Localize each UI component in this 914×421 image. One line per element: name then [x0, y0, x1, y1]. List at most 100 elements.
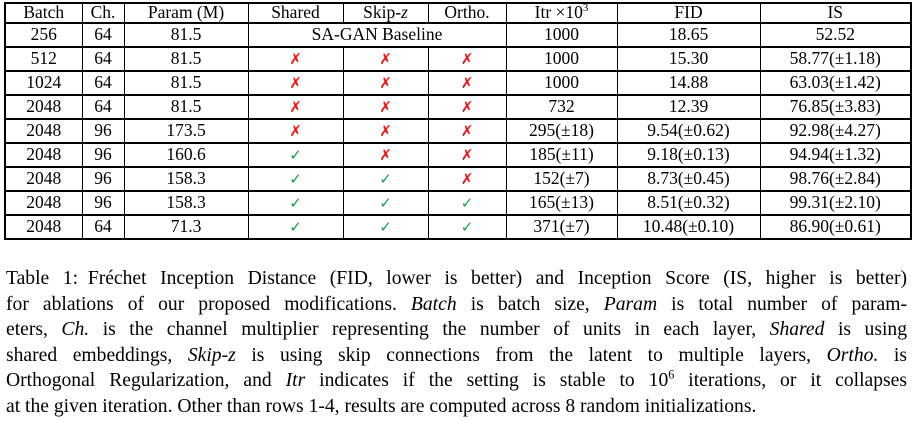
- cell-is: 99.31(±2.10): [759, 189, 912, 216]
- caption-line: Orthogonal Regularization, and Itr indic…: [6, 368, 907, 394]
- caption-line: for ablations of our proposed modificati…: [6, 292, 907, 318]
- cell-fid: 18.65: [616, 21, 761, 48]
- caption-line: Table 1: Fréchet Inception Distance (FID…: [6, 266, 907, 292]
- text-segment: is the channel multiplier representing t…: [89, 319, 770, 341]
- cell-channels: 64: [81, 93, 125, 120]
- italic-term: Param: [603, 293, 658, 315]
- cell-itr: 152(±7): [505, 165, 618, 192]
- cell-param-m: 81.5: [123, 69, 249, 96]
- cell-shared: ✓: [247, 189, 344, 216]
- table-caption: Table 1: Fréchet Inception Distance (FID…: [6, 266, 907, 420]
- check-icon: ✓: [379, 194, 392, 213]
- cell-param-m: 158.3: [123, 165, 249, 192]
- check-icon: ✓: [379, 218, 392, 237]
- text-segment: IS: [827, 3, 844, 22]
- caption-line: at the given iteration. Other than rows …: [6, 394, 907, 420]
- cell-skip-z: ✓: [342, 165, 429, 192]
- text-segment: Itr ×10: [534, 3, 583, 22]
- text-segment: Orthogonal Regularization, and: [6, 370, 286, 392]
- cross-icon: ✗: [289, 49, 302, 68]
- text-segment: Ortho.: [444, 3, 490, 22]
- cell-batch: 2048: [4, 189, 83, 216]
- check-icon: ✓: [460, 194, 474, 213]
- cell-fid: 8.51(±0.32): [616, 189, 761, 216]
- table-row: 2048 64 71.3 ✓ ✓ ✓ 371(±7) 10.48(±0.10) 86.90(±0…: [4, 213, 912, 241]
- cell-skip-z: ✗: [342, 117, 429, 144]
- cell-fid: 15.30: [616, 45, 761, 72]
- cell-skip-z: ✓: [342, 213, 429, 241]
- cell-is: 58.77(±1.18): [759, 45, 912, 72]
- column-header-skip-z: Skip-z: [342, 2, 429, 24]
- cell-batch: 2048: [4, 141, 83, 168]
- cell-itr: 165(±13): [505, 189, 618, 216]
- cell-shared: ✓: [247, 213, 344, 241]
- cross-icon: ✗: [379, 49, 392, 68]
- cell-shared: ✓: [247, 141, 344, 168]
- cell-ortho: ✗: [427, 93, 507, 120]
- table-row: 2048 96 158.3 ✓ ✓ ✗ 152(±7) 8.73(±0.45) 98.76(±2…: [4, 165, 912, 192]
- italic-term: Skip-z: [187, 344, 236, 366]
- baseline-cell: SA-GAN Baseline: [247, 21, 507, 48]
- cell-is: 94.94(±1.32): [759, 141, 912, 168]
- cell-itr: 371(±7): [505, 213, 618, 241]
- column-header-itr: Itr ×103: [505, 2, 618, 24]
- check-icon: ✓: [289, 218, 302, 237]
- cell-shared: ✗: [247, 93, 344, 120]
- cross-icon: ✗: [460, 121, 474, 140]
- cross-icon: ✗: [289, 121, 302, 140]
- cell-param-m: 160.6: [123, 141, 249, 168]
- text-segment: shared embeddings,: [6, 344, 188, 366]
- cell-is: 98.76(±2.84): [759, 165, 912, 192]
- column-header-is: IS: [759, 2, 912, 24]
- table-row: 256 64 81.5 SA-GAN Baseline 1000 18.65 52.52: [4, 21, 912, 48]
- cell-skip-z: ✗: [342, 141, 429, 168]
- table-row: 1024 64 81.5 ✗ ✗ ✗ 1000 14.88 63.03(±1.42): [4, 69, 912, 96]
- cross-icon: ✗: [460, 170, 474, 189]
- cell-param-m: 81.5: [123, 21, 249, 48]
- text-segment: Skip-: [363, 3, 402, 22]
- cell-is: 92.98(±4.27): [759, 117, 912, 144]
- column-header-shared: Shared: [247, 2, 344, 24]
- cell-fid: 12.39: [616, 93, 761, 120]
- caption-line: shared embeddings, Skip-z is using skip …: [6, 343, 907, 369]
- text-segment: FID: [674, 3, 703, 22]
- cell-fid: 14.88: [616, 69, 761, 96]
- column-header-ortho: Ortho.: [427, 2, 507, 24]
- cell-ortho: ✓: [427, 189, 507, 216]
- header-row: Batch Ch. Param (M) Shared Skip-z Ortho. Itr ×…: [4, 2, 912, 24]
- cell-skip-z: ✗: [342, 93, 429, 120]
- cross-icon: ✗: [289, 97, 302, 116]
- check-icon: ✓: [289, 170, 302, 189]
- italic-term: Ortho.: [826, 344, 879, 366]
- superscript: 6: [668, 367, 675, 382]
- cell-itr: 732: [505, 93, 618, 120]
- cell-batch: 256: [4, 21, 83, 48]
- text-segment: Shared: [271, 3, 320, 22]
- cell-channels: 64: [81, 45, 125, 72]
- cell-fid: 9.54(±0.62): [616, 117, 761, 144]
- cell-channels: 96: [81, 165, 125, 192]
- cross-icon: ✗: [289, 73, 302, 92]
- cell-itr: 1000: [505, 21, 618, 48]
- text-segment: is using: [824, 319, 908, 341]
- cell-fid: 9.18(±0.13): [616, 141, 761, 168]
- column-header-param-m: Param (M): [123, 2, 249, 24]
- cell-shared: ✗: [247, 117, 344, 144]
- text-segment: indicates if the setting is stable to 10: [305, 370, 669, 392]
- text-segment: iterations, or it collapses: [674, 370, 907, 392]
- table-row: 2048 96 158.3 ✓ ✓ ✓ 165(±13) 8.51(±0.32) 99.31(±…: [4, 189, 912, 216]
- cell-is: 63.03(±1.42): [759, 69, 912, 96]
- cell-shared: ✗: [247, 69, 344, 96]
- cross-icon: ✗: [460, 49, 474, 68]
- check-icon: ✓: [460, 218, 474, 237]
- cell-param-m: 71.3: [123, 213, 249, 241]
- cell-ortho: ✗: [427, 117, 507, 144]
- cell-ortho: ✗: [427, 69, 507, 96]
- results-table: Batch Ch. Param (M) Shared Skip-z Ortho. Itr ×…: [4, 2, 912, 241]
- cell-batch: 2048: [4, 117, 83, 144]
- cell-channels: 64: [81, 213, 125, 241]
- check-icon: ✓: [379, 170, 392, 189]
- cell-itr: 295(±18): [505, 117, 618, 144]
- text-segment: Batch: [23, 3, 65, 22]
